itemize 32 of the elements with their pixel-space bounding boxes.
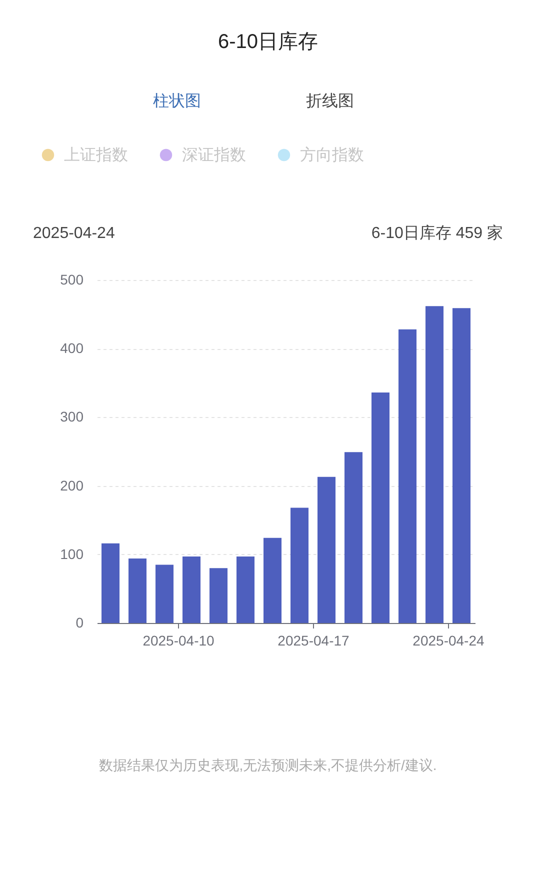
text: 6-10日库存 459 家 bbox=[371, 224, 503, 242]
bar bbox=[425, 306, 444, 623]
bar bbox=[452, 308, 470, 623]
text: 折线图 bbox=[306, 92, 354, 110]
text: 2025-04-24 bbox=[33, 225, 115, 242]
legend-label: 深证指数 bbox=[182, 146, 246, 164]
text: 柱状图 bbox=[153, 92, 201, 110]
x-tick-label: 2025-04-10 bbox=[142, 632, 215, 648]
bar bbox=[156, 564, 174, 623]
legend-label: 上证指数 bbox=[64, 146, 128, 164]
y-tick-label: 100 bbox=[60, 546, 84, 562]
bar bbox=[344, 452, 362, 623]
bar bbox=[290, 508, 309, 623]
y-tick-label: 0 bbox=[76, 614, 84, 630]
y-tick-label: 300 bbox=[60, 408, 84, 425]
bar bbox=[210, 568, 228, 623]
x-tick-label: 2025-04-24 bbox=[412, 632, 485, 648]
bar bbox=[128, 558, 147, 623]
legend-label: 方向指数 bbox=[300, 146, 364, 164]
y-tick-label: 200 bbox=[60, 477, 84, 494]
text: 数据结果仅为历史表现,无法预测未来,不提供分析/建议. bbox=[99, 757, 437, 773]
bar bbox=[236, 556, 255, 623]
y-tick-label: 500 bbox=[60, 272, 84, 288]
bar bbox=[102, 543, 120, 623]
bar bbox=[317, 476, 336, 623]
bar bbox=[182, 556, 201, 623]
bar bbox=[263, 538, 282, 623]
x-tick-label: 2025-04-17 bbox=[278, 632, 350, 648]
bar bbox=[371, 392, 390, 623]
chart-title: 6-10日库存 bbox=[218, 31, 318, 53]
bar bbox=[398, 329, 416, 623]
y-tick-label: 400 bbox=[60, 340, 84, 356]
